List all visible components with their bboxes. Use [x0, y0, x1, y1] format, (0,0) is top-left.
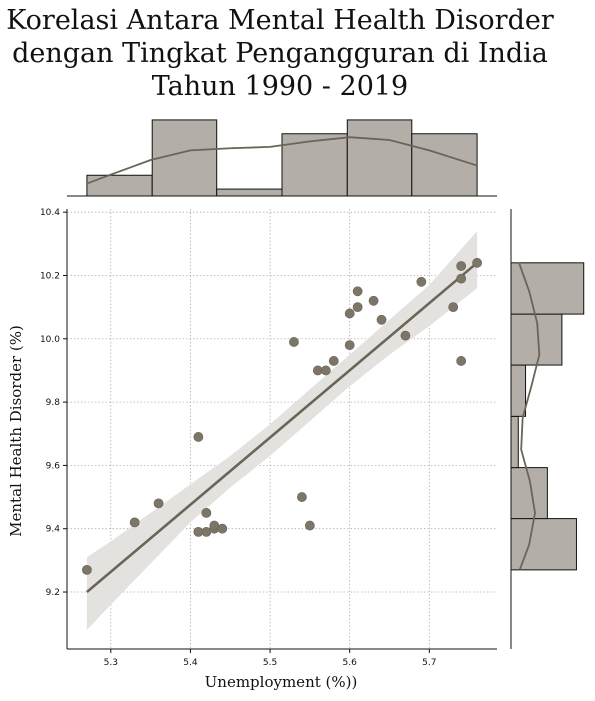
y-tick-label: 9.2 [46, 588, 60, 598]
right-marginal-histogram [510, 209, 585, 649]
data-point [328, 356, 339, 366]
data-point [129, 517, 140, 528]
y-tick-label: 9.4 [46, 525, 61, 535]
chart-title: Korelasi Antara Mental Health Disorder d… [0, 4, 560, 103]
axes [66, 209, 497, 650]
top-kde-curve [86, 136, 478, 185]
data-point [217, 523, 228, 534]
top-hist-bar [151, 119, 218, 197]
top-hist-bar [86, 174, 153, 197]
right-kde-curve [518, 262, 541, 571]
data-point [193, 432, 204, 442]
right-hist-bar [510, 518, 577, 571]
x-ticks: 5.3 5.4 5.5 5.6 5.7 [104, 649, 436, 668]
top-hist-bar [411, 133, 478, 197]
data-point [456, 273, 467, 284]
data-point [82, 564, 92, 575]
data-point [416, 276, 427, 287]
right-hist-bar [510, 415, 519, 469]
data-point [456, 261, 467, 271]
regression-line-group [86, 261, 478, 594]
x-tick-label: 5.3 [104, 658, 118, 668]
data-point [376, 314, 387, 325]
data-point [352, 286, 363, 297]
title-line-1: Korelasi Antara Mental Health Disorder [6, 5, 554, 36]
regression-line [86, 261, 478, 594]
data-point [352, 302, 363, 313]
data-point [201, 507, 212, 518]
data-point [153, 498, 164, 509]
y-tick-label: 10.2 [40, 271, 60, 281]
y-axis-label: Mental Health Disorder (%) [7, 325, 25, 537]
x-tick-label: 5.7 [422, 658, 436, 668]
top-marginal-histogram [67, 119, 497, 197]
data-point [304, 520, 315, 531]
data-point [400, 330, 411, 341]
scatter-points [82, 257, 482, 575]
data-point [472, 257, 482, 268]
y-ticks: 9.2 9.4 9.6 9.8 10.0 10.2 10.4 [40, 208, 67, 598]
data-point [344, 308, 355, 319]
y-tick-label: 10.0 [40, 335, 60, 345]
right-hist-bar [510, 364, 527, 417]
confidence-band [86, 231, 478, 631]
right-hist-bar [510, 262, 585, 315]
data-point [456, 356, 467, 366]
top-hist-bar [346, 119, 413, 197]
data-point [448, 302, 459, 313]
x-tick-label: 5.4 [183, 658, 198, 668]
x-tick-label: 5.5 [263, 658, 277, 668]
title-line-3: Tahun 1990 - 2019 [151, 71, 409, 102]
x-axis-label: Unemployment (%)) [205, 673, 358, 691]
data-point [320, 365, 331, 376]
data-point [344, 340, 355, 351]
y-tick-label: 9.8 [46, 398, 61, 408]
confidence-band-area [86, 231, 478, 631]
y-tick-label: 9.6 [46, 461, 61, 471]
top-hist-bar [216, 188, 283, 197]
data-point [289, 337, 299, 347]
x-tick-label: 5.6 [343, 658, 358, 668]
data-point [297, 492, 307, 502]
grid-lines [67, 209, 497, 649]
title-line-2: dengan Tingkat Pengangguran di India [12, 38, 548, 69]
y-tick-label: 10.4 [40, 208, 60, 218]
data-point [368, 295, 379, 306]
